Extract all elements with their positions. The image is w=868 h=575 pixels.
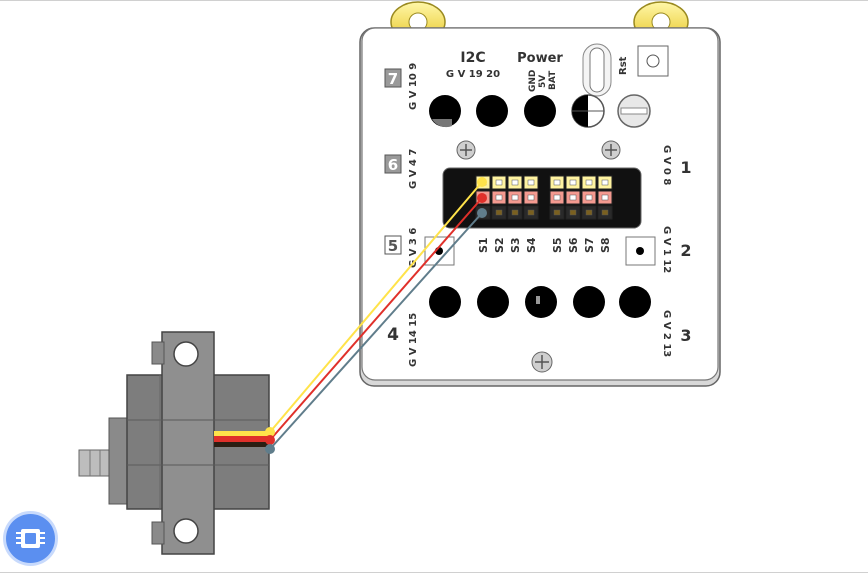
- port-2: 2 G V 1 12: [661, 226, 692, 273]
- port-5-number: 5: [388, 237, 398, 255]
- port-4-number: 4: [387, 325, 399, 345]
- port-7-number: 7: [388, 70, 398, 88]
- servo-pin-contact: [585, 209, 593, 216]
- port-4-pins: G V 14 15: [408, 313, 419, 367]
- port-3: 3 G V 2 13: [661, 310, 692, 357]
- servo-pin-contact: [601, 194, 609, 201]
- servo-mount-hole-bottom: [173, 518, 199, 544]
- servo-label-s1: S1: [477, 237, 490, 253]
- servo-label-s3: S3: [509, 237, 522, 253]
- port-3-number: 3: [680, 326, 691, 345]
- top-port-holes: [429, 94, 651, 128]
- port-7: 7 G V 10 9: [384, 63, 419, 110]
- servo-label-s5: S5: [551, 237, 564, 253]
- servo-pin-contact: [601, 179, 609, 186]
- servo-pin-contact: [495, 209, 503, 216]
- servo-pin-contact: [511, 209, 519, 216]
- i2c-pins: G V 19 20: [446, 69, 500, 80]
- bottom-border: [0, 572, 868, 573]
- port-2-number: 2: [680, 241, 691, 260]
- servo-pin-contact: [495, 194, 503, 201]
- port-1: 1 G V 0 8: [661, 145, 692, 185]
- power-wire: [269, 197, 483, 441]
- top-border: [0, 0, 868, 1]
- servo-pin-contact: [553, 179, 561, 186]
- servo-label-s8: S8: [599, 237, 612, 253]
- servo-labels: S1 S2 S3 S4 S5 S6 S7 S8: [477, 237, 612, 253]
- screw-bottom: [531, 351, 553, 373]
- power-label: Power: [517, 51, 563, 66]
- port-3-pins: G V 2 13: [661, 310, 672, 357]
- servo-pin-contact: [601, 209, 609, 216]
- servo-cable: [214, 431, 270, 447]
- power-gnd: GND: [528, 70, 538, 92]
- chip-icon: [16, 529, 45, 548]
- rst-label: Rst: [618, 56, 629, 75]
- port-2-pins: G V 1 12: [661, 226, 672, 273]
- signal-wire-end: [265, 427, 275, 437]
- servo-pin-contact: [569, 194, 577, 201]
- port-1-pins: G V 0 8: [661, 145, 672, 185]
- ground-wire-pin: [477, 208, 487, 218]
- servo-pin-contact: [585, 179, 593, 186]
- power-wire-end: [265, 435, 275, 445]
- servo-header: [442, 167, 642, 229]
- servo-pin-contact: [569, 209, 577, 216]
- power-5v: 5V: [538, 75, 548, 88]
- servo-pin-contact: [553, 209, 561, 216]
- chip-button[interactable]: [6, 514, 55, 563]
- servo-pin-contact: [527, 209, 535, 216]
- servo-pin-contact: [527, 179, 535, 186]
- port-5: 5 G V 3 6: [384, 228, 419, 268]
- i2c-label: I2C: [460, 50, 485, 66]
- screw-left: [456, 140, 476, 160]
- servo-pin-contact: [511, 179, 519, 186]
- jumper-wires: [265, 177, 487, 454]
- port-6-pins: G V 4 7: [408, 149, 419, 189]
- power-switch[interactable]: [582, 43, 612, 97]
- signal-wire-pin: [477, 177, 487, 187]
- bottom-port-holes: [429, 286, 651, 318]
- reset-button[interactable]: [637, 45, 669, 77]
- port-4: 4 G V 14 15: [387, 313, 419, 367]
- servo-mount-hole-top: [173, 341, 199, 367]
- servo-label-s4: S4: [525, 237, 538, 253]
- port-2-socket-hole: [636, 247, 644, 255]
- servo-pin-contact: [495, 179, 503, 186]
- ground-wire-end: [265, 444, 275, 454]
- servo-label-s6: S6: [567, 237, 580, 253]
- port-7-pins: G V 10 9: [408, 63, 419, 110]
- servo-label-s7: S7: [583, 237, 596, 253]
- servo-pin-contact: [553, 194, 561, 201]
- servo-label-s2: S2: [493, 237, 506, 253]
- port-1-number: 1: [680, 158, 691, 177]
- screw-right: [601, 140, 621, 160]
- port-6: 6 G V 4 7: [384, 149, 419, 189]
- port-6-number: 6: [388, 156, 398, 174]
- power-wire-pin: [477, 193, 487, 203]
- signal-wire: [269, 181, 483, 433]
- servo-pin-contact: [585, 194, 593, 201]
- servo-pin-contact: [569, 179, 577, 186]
- port-5-pins: G V 3 6: [408, 228, 419, 268]
- power-bat: BAT: [548, 70, 558, 90]
- servo-pin-contact: [527, 194, 535, 201]
- servo-pin-contact: [511, 194, 519, 201]
- ground-wire: [269, 212, 483, 450]
